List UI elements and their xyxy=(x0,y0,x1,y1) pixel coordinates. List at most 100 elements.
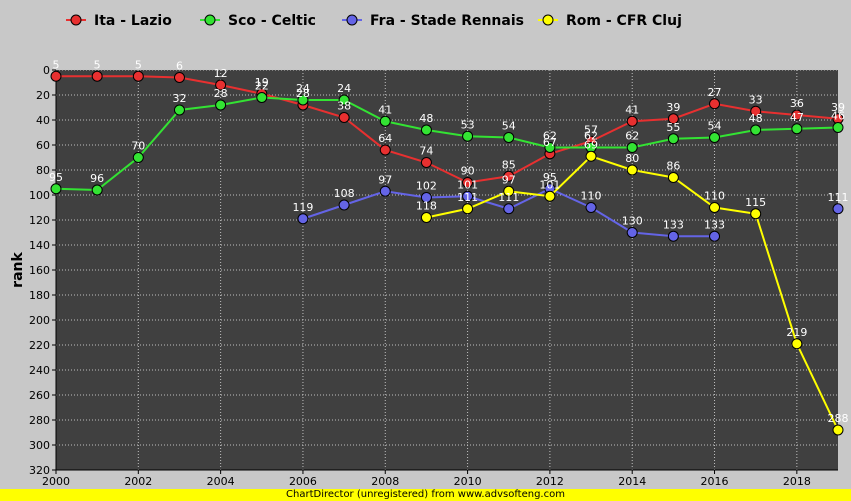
data-point-fra-stade-rennais xyxy=(667,230,679,242)
legend-label: Rom - CFR Cluj xyxy=(566,13,682,29)
x-axis: 2000 2002 2004 2006 2008 2010 2012 2014 2016 2018 xyxy=(42,469,838,488)
data-point-ita-lazio xyxy=(667,113,679,125)
data-point-rom-cfr-cluj xyxy=(750,208,762,220)
data-point-sco-celtic xyxy=(544,142,556,153)
data-label-rom-cfr-cluj: 118 xyxy=(416,200,437,213)
x-tick-label: 2004 xyxy=(207,475,235,488)
data-label-sco-celtic: 54 xyxy=(708,120,722,133)
data-point-sco-celtic xyxy=(173,104,185,116)
data-point-fra-stade-rennais xyxy=(462,190,474,202)
data-label-sco-celtic: 32 xyxy=(172,92,186,105)
x-tick-label: 2008 xyxy=(371,475,399,488)
data-point-rom-cfr-cluj xyxy=(791,338,803,350)
data-label-fra-stade-rennais: 97 xyxy=(378,173,392,186)
y-tick-label: 260 xyxy=(29,389,50,402)
data-label-sco-celtic: 95 xyxy=(49,171,63,184)
data-label-ita-lazio: 27 xyxy=(708,86,722,99)
x-tick-label: 2000 xyxy=(42,475,70,488)
data-label-ita-lazio: 90 xyxy=(461,165,475,178)
y-tick-label: 140 xyxy=(29,239,50,252)
data-label-sco-celtic: 28 xyxy=(214,87,228,100)
x-tick-label: 2010 xyxy=(454,475,482,488)
x-tick-label: 2002 xyxy=(124,475,152,488)
data-label-fra-stade-rennais: 130 xyxy=(622,215,643,228)
data-point-sco-celtic xyxy=(791,123,803,135)
data-label-fra-stade-rennais: 111 xyxy=(498,191,519,204)
y-axis: 0 20 40 60 80 100 120 140 160 180 200 220 240 260 280 3… xyxy=(29,64,57,477)
data-label-fra-stade-rennais: 133 xyxy=(663,218,684,231)
data-point-sco-celtic xyxy=(297,94,309,106)
legend-label: Ita - Lazio xyxy=(94,13,172,29)
series-line-ita-lazio xyxy=(56,75,839,184)
data-point-rom-cfr-cluj xyxy=(585,150,597,162)
data-label-ita-lazio: 41 xyxy=(625,103,639,116)
y-tick-label: 0 xyxy=(43,64,50,77)
grid-lines xyxy=(55,69,838,471)
data-label-ita-lazio: 33 xyxy=(749,93,763,106)
data-point-ita-lazio xyxy=(750,105,762,117)
data-label-ita-lazio: 6 xyxy=(176,60,183,73)
y-tick-label: 160 xyxy=(29,264,50,277)
y-tick-label: 200 xyxy=(29,314,50,327)
y-tick-label: 20 xyxy=(36,89,50,102)
data-label-rom-cfr-cluj: 86 xyxy=(666,160,680,173)
data-label-ita-lazio: 36 xyxy=(790,97,804,110)
data-label-ita-lazio: 19 xyxy=(255,76,269,89)
y-tick-label: 320 xyxy=(29,464,50,477)
data-point-ita-lazio xyxy=(626,115,638,127)
data-label-sco-celtic: 55 xyxy=(666,121,680,134)
data-point-sco-celtic xyxy=(379,115,391,127)
data-label-sco-celtic: 96 xyxy=(90,172,104,185)
data-point-fra-stade-rennais xyxy=(585,202,597,213)
data-point-ita-lazio xyxy=(379,144,391,156)
data-label-sco-celtic: 24 xyxy=(337,82,351,95)
data-point-sco-celtic xyxy=(420,124,432,136)
data-point-sco-celtic xyxy=(626,142,638,153)
data-point-rom-cfr-cluj xyxy=(420,212,432,223)
y-tick-label: 180 xyxy=(29,289,50,302)
data-label-sco-celtic: 48 xyxy=(419,112,433,125)
data-label-ita-lazio: 39 xyxy=(831,101,845,114)
data-point-fra-stade-rennais xyxy=(379,185,391,197)
series-group xyxy=(50,70,844,436)
data-label-sco-celtic: 54 xyxy=(502,120,516,133)
data-point-sco-celtic xyxy=(256,92,268,103)
data-label-ita-lazio: 5 xyxy=(53,58,60,71)
data-label-sco-celtic: 62 xyxy=(584,130,598,143)
data-label-sco-celtic: 41 xyxy=(378,103,392,116)
y-tick-label: 40 xyxy=(36,114,50,127)
legend-item-fra-stade-rennais: Fra - Stade Rennais xyxy=(342,13,524,29)
data-point-rom-cfr-cluj xyxy=(626,164,638,176)
legend-marker xyxy=(542,14,554,26)
data-point-fra-stade-rennais xyxy=(420,192,432,203)
data-label-fra-stade-rennais: 133 xyxy=(704,218,725,231)
data-label-fra-stade-rennais: 119 xyxy=(292,201,313,214)
data-point-sco-celtic xyxy=(215,99,227,111)
data-label-sco-celtic: 53 xyxy=(461,118,475,131)
chart-legend: Ita - Lazio Sco - Celtic Fra - Stade Renna… xyxy=(66,13,682,29)
data-label-sco-celtic: 22 xyxy=(255,80,269,93)
data-label-ita-lazio: 85 xyxy=(502,158,516,171)
data-label-fra-stade-rennais: 102 xyxy=(416,180,437,193)
legend-item-sco-celtic: Sco - Celtic xyxy=(200,13,316,29)
data-point-sco-celtic xyxy=(91,184,103,196)
data-label-rom-cfr-cluj: 219 xyxy=(786,326,807,339)
data-label-sco-celtic: 70 xyxy=(131,140,145,153)
data-point-rom-cfr-cluj xyxy=(503,185,515,197)
x-tick-label: 2006 xyxy=(289,475,317,488)
data-label-rom-cfr-cluj: 69 xyxy=(584,138,598,151)
legend-label: Sco - Celtic xyxy=(228,13,316,29)
data-label-sco-celtic: 62 xyxy=(543,130,557,143)
series-line-sco-celtic xyxy=(55,96,839,192)
data-point-rom-cfr-cluj xyxy=(667,172,679,183)
data-point-ita-lazio xyxy=(173,72,185,83)
data-point-ita-lazio xyxy=(420,157,432,168)
data-point-rom-cfr-cluj xyxy=(832,424,844,436)
data-point-fra-stade-rennais xyxy=(709,230,721,242)
data-point-rom-cfr-cluj xyxy=(709,202,721,213)
y-tick-label: 120 xyxy=(29,214,50,227)
data-point-sco-celtic xyxy=(338,94,350,106)
data-label-sco-celtic: 47 xyxy=(790,111,804,124)
data-point-fra-stade-rennais xyxy=(626,227,638,238)
